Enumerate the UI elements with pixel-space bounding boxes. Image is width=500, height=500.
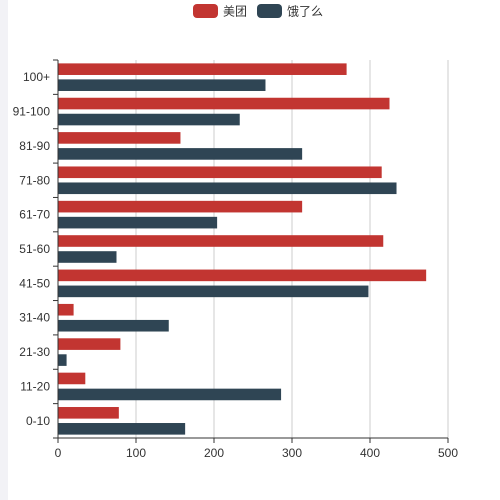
legend[interactable]: 美团 饿了么 (193, 4, 323, 19)
bar[interactable] (58, 200, 303, 213)
y-tick-label: 61-70 (19, 208, 50, 222)
bar[interactable] (58, 63, 347, 75)
bar[interactable] (58, 251, 117, 263)
bar[interactable] (58, 269, 427, 282)
y-tick-label: 31-40 (19, 311, 50, 325)
y-tick-label: 11-20 (20, 379, 50, 393)
x-tick-label: 200 (204, 446, 224, 460)
bar[interactable] (58, 303, 74, 316)
bar[interactable] (58, 338, 121, 350)
axes: 0-10 11-20 21-30 31-40 41-50 51-60 61-70 71-80 8… (13, 59, 458, 460)
bar[interactable] (58, 423, 186, 435)
legend-label: 美团 (223, 5, 247, 19)
bar[interactable] (58, 79, 266, 91)
legend-swatch (193, 4, 218, 18)
y-tick-label: 100+ (23, 70, 50, 84)
bar[interactable] (58, 113, 240, 126)
x-tick-label: 100 (126, 446, 146, 460)
x-tick-label: 400 (360, 446, 380, 460)
bar[interactable] (58, 216, 218, 229)
x-tick-label: 500 (438, 446, 458, 460)
bar[interactable] (58, 148, 303, 160)
bar[interactable] (58, 166, 382, 179)
x-tick-label: 300 (282, 446, 302, 460)
bar[interactable] (58, 319, 169, 332)
legend-label: 饿了么 (287, 5, 323, 19)
y-tick-label: 0-10 (26, 414, 50, 428)
bar[interactable] (58, 388, 282, 401)
bar[interactable] (58, 97, 390, 110)
bar[interactable] (58, 354, 67, 366)
legend-item[interactable]: 饿了么 (257, 4, 323, 19)
bars[interactable] (58, 63, 427, 435)
bar[interactable] (58, 132, 181, 144)
y-tick-label: 71-80 (19, 173, 50, 187)
page-left-strip (0, 0, 8, 500)
bar[interactable] (58, 235, 384, 247)
legend-item[interactable]: 美团 (193, 4, 247, 19)
bar[interactable] (58, 285, 369, 298)
y-tick-label: 21-30 (19, 345, 50, 359)
y-tick-label: 91-100 (13, 105, 51, 119)
bar[interactable] (58, 372, 86, 385)
x-tick-label: 0 (55, 446, 62, 460)
bar[interactable] (58, 407, 119, 419)
y-tick-label: 81-90 (19, 139, 50, 153)
bar[interactable] (58, 182, 397, 195)
y-tick-label: 51-60 (19, 242, 50, 256)
legend-swatch (257, 4, 282, 18)
y-tick-label: 41-50 (19, 276, 50, 290)
